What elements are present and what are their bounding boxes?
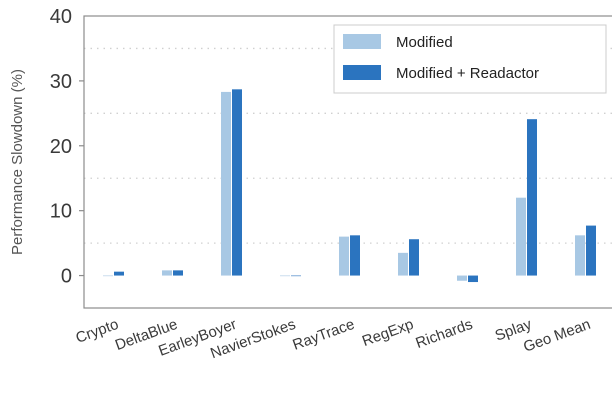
bar-modified-geo-mean	[575, 235, 585, 276]
bar-modified-earleyboyer	[221, 91, 231, 276]
y-axis-ticks: 0 10 20 30 40	[50, 6, 84, 288]
x-category-label: RegExp	[360, 316, 416, 350]
x-category-label: RayTrace	[290, 316, 356, 354]
x-axis-labels: CryptoDeltaBlueEarleyBoyerNavierStokesRa…	[74, 316, 593, 363]
plot-frame	[83, 15, 612, 309]
bar-modified-readactor-splay	[527, 119, 537, 276]
y-tick-label: 10	[50, 201, 72, 223]
legend-label-modified-readactor: Modified + Readactor	[396, 65, 539, 82]
bar-modified-readactor-navierstokes	[291, 275, 301, 277]
y-tick-label: 30	[50, 71, 72, 93]
bars	[103, 89, 596, 283]
legend: Modified Modified + Readactor	[333, 24, 607, 94]
x-category-label: Richards	[413, 316, 474, 352]
x-category-label: Geo Mean	[521, 316, 593, 356]
legend-label-modified: Modified	[396, 34, 453, 51]
bar-modified-navierstokes	[280, 275, 290, 277]
bar-modified-deltablue	[162, 270, 172, 276]
bar-modified-splay	[516, 197, 526, 276]
legend-swatch-modified	[343, 34, 381, 49]
legend-swatch-modified-readactor	[343, 65, 381, 80]
bar-modified-readactor-geo-mean	[586, 225, 596, 276]
bar-modified-readactor-raytrace	[350, 235, 360, 276]
bar-modified-crypto	[103, 275, 113, 277]
bar-modified-regexp	[398, 252, 408, 276]
bar-modified-readactor-earleyboyer	[232, 89, 242, 276]
y-axis-title: Performance Slowdown (%)	[9, 69, 26, 255]
bar-modified-readactor-crypto	[114, 271, 124, 276]
y-tick-label: 0	[61, 266, 72, 288]
bar-modified-readactor-richards	[468, 275, 478, 283]
bar-modified-raytrace	[339, 236, 349, 276]
bar-modified-readactor-deltablue	[173, 270, 183, 276]
y-tick-label: 20	[50, 136, 72, 158]
bar-modified-readactor-regexp	[409, 239, 419, 276]
bar-modified-richards	[457, 275, 467, 281]
y-tick-label: 40	[50, 6, 72, 28]
